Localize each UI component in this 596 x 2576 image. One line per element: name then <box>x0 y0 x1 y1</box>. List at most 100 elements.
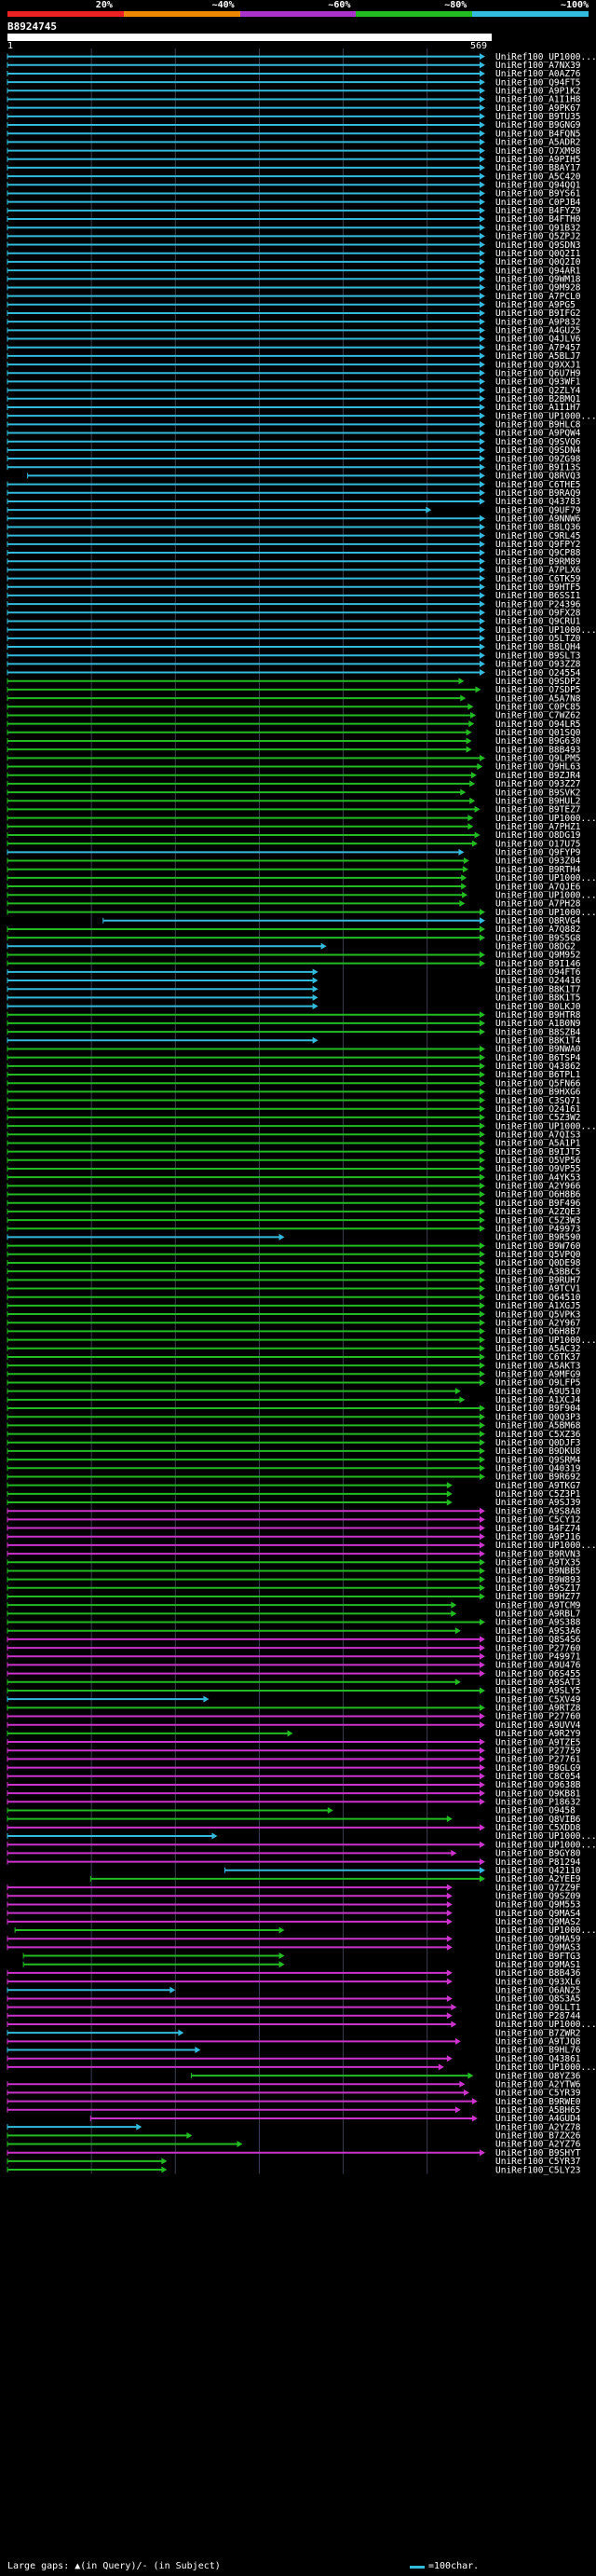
hit-label[interactable]: UniRef100_UP1000... <box>495 1831 596 1842</box>
hit-label[interactable]: UniRef100_Q9MAS4 <box>495 1909 581 1919</box>
hit-label[interactable]: UniRef100_Q43861 <box>495 2054 581 2064</box>
hit-label[interactable]: UniRef100_C5Z3W3 <box>495 1215 581 1226</box>
hit-label[interactable]: UniRef100_A9P832 <box>495 317 581 327</box>
hit-label[interactable]: UniRef100_Q9SVQ6 <box>495 437 581 447</box>
hit-label[interactable]: UniRef100_A7PLX6 <box>495 566 581 576</box>
hit-label[interactable]: UniRef100_B9SHYT <box>495 2148 581 2158</box>
hit-label[interactable]: UniRef100_Q9HL63 <box>495 762 581 773</box>
hit-label[interactable]: UniRef100_O9LLT1 <box>495 2003 581 2013</box>
hit-label[interactable]: UniRef100_B9IFG2 <box>495 308 581 319</box>
hit-label[interactable]: UniRef100_O9KB81 <box>495 1788 581 1799</box>
hit-label[interactable]: UniRef100_C5Z3W2 <box>495 1113 581 1123</box>
hit-label[interactable]: UniRef100_B4FZ74 <box>495 1524 581 1534</box>
hit-label[interactable]: UniRef100_A1I1H8 <box>495 95 581 105</box>
hit-label[interactable]: UniRef100_Q01SQ0 <box>495 728 581 738</box>
hit-label[interactable]: UniRef100_UP1000... <box>495 908 596 918</box>
hit-label[interactable]: UniRef100_O9638B <box>495 1780 581 1790</box>
hit-label[interactable]: UniRef100_A9PQW4 <box>495 429 581 439</box>
hit-label[interactable]: UniRef100_O6H8B6 <box>495 1190 581 1200</box>
hit-label[interactable]: UniRef100_A2YZ76 <box>495 2140 581 2150</box>
hit-label[interactable]: UniRef100_A9TJQ8 <box>495 2037 581 2048</box>
hit-label[interactable]: UniRef100_A3BBC5 <box>495 1267 581 1277</box>
hit-label[interactable]: UniRef100_B9R590 <box>495 1233 581 1243</box>
hit-label[interactable]: UniRef100_Q9MA59 <box>495 1934 581 1944</box>
hit-label[interactable]: UniRef100_A5A7N8 <box>495 693 581 704</box>
hit-label[interactable]: UniRef100_UP1000... <box>495 411 596 421</box>
hit-label[interactable]: UniRef100_A5BH65 <box>495 2105 581 2116</box>
hit-label[interactable]: UniRef100_A9PK67 <box>495 103 581 114</box>
hit-label[interactable]: UniRef100_P81294 <box>495 1857 581 1868</box>
hit-label[interactable]: UniRef100_B8SZB4 <box>495 1027 581 1037</box>
hit-label[interactable]: UniRef100_A9PG5 <box>495 300 576 310</box>
hit-label[interactable]: UniRef100_A2Y967 <box>495 1318 581 1328</box>
hit-label[interactable]: UniRef100_Q9M928 <box>495 283 581 294</box>
hit-label[interactable]: UniRef100_C6THE5 <box>495 480 581 490</box>
hit-label[interactable]: UniRef100_Q0Q2I1 <box>495 249 581 259</box>
hit-label[interactable]: UniRef100_O9LFP5 <box>495 1378 581 1389</box>
hit-label[interactable]: UniRef100_B8K1T4 <box>495 1035 581 1046</box>
hit-label[interactable]: UniRef100_Q94QQ1 <box>495 180 581 190</box>
hit-label[interactable]: UniRef100_B7ZX26 <box>495 2131 581 2142</box>
hit-label[interactable]: UniRef100_A5AKT3 <box>495 1361 581 1371</box>
hit-label[interactable]: UniRef100_Q40319 <box>495 1463 581 1473</box>
hit-label[interactable]: UniRef100_Q64510 <box>495 1293 581 1303</box>
hit-label[interactable]: UniRef100_Q93WF1 <box>495 377 581 388</box>
hit-label[interactable]: UniRef100_Q0Q3P3 <box>495 1412 581 1422</box>
hit-label[interactable]: UniRef100_C0PC85 <box>495 702 581 712</box>
hit-label[interactable]: UniRef100_O94LR5 <box>495 719 581 730</box>
hit-label[interactable]: UniRef100_B8B436 <box>495 1968 581 1979</box>
hit-label[interactable]: UniRef100_A1XGJ5 <box>495 1301 581 1311</box>
hit-label[interactable]: UniRef100_A2YZ78 <box>495 2122 581 2132</box>
hit-label[interactable]: UniRef100_A9S8A8 <box>495 1506 581 1516</box>
hit-label[interactable]: UniRef100_O24554 <box>495 668 581 678</box>
hit-label[interactable]: UniRef100_A9TZE5 <box>495 1737 581 1747</box>
hit-label[interactable]: UniRef100_B9G630 <box>495 736 581 747</box>
hit-label[interactable]: UniRef100_Q9SDN4 <box>495 445 581 456</box>
hit-label[interactable]: UniRef100_A9R2Y9 <box>495 1729 581 1739</box>
hit-label[interactable]: UniRef100_Q2ZLY4 <box>495 386 581 396</box>
hit-label[interactable]: UniRef100_B4FTH0 <box>495 214 581 225</box>
hit-label[interactable]: UniRef100_Q5VPQ0 <box>495 1250 581 1260</box>
hit-label[interactable]: UniRef100_B9NBB5 <box>495 1567 581 1577</box>
hit-label[interactable]: UniRef100_Q5FN66 <box>495 1078 581 1089</box>
hit-label[interactable]: UniRef100_O7XM98 <box>495 146 581 157</box>
hit-label[interactable]: UniRef100_Q5ZPJ2 <box>495 232 581 242</box>
hit-label[interactable]: UniRef100_A4YK53 <box>495 1172 581 1183</box>
hit-label[interactable]: UniRef100_P49971 <box>495 1651 581 1662</box>
hit-label[interactable]: UniRef100_B9HZ77 <box>495 1592 581 1602</box>
hit-label[interactable]: UniRef100_UP1000... <box>495 2062 596 2073</box>
hit-label[interactable]: UniRef100_A9MFG9 <box>495 1370 581 1380</box>
hit-label[interactable]: UniRef100_Q94AR1 <box>495 266 581 276</box>
hit-label[interactable]: UniRef100_O7SDP5 <box>495 685 581 695</box>
hit-label[interactable]: UniRef100_UP1000... <box>495 890 596 900</box>
hit-label[interactable]: UniRef100_Q9FYP9 <box>495 848 581 858</box>
hit-label[interactable]: UniRef100_B0LKJ0 <box>495 1002 581 1012</box>
hit-label[interactable]: UniRef100_Q0DJF3 <box>495 1438 581 1448</box>
hit-label[interactable]: UniRef100_Q9SDN3 <box>495 240 581 251</box>
hit-label[interactable]: UniRef100_O24161 <box>495 1104 581 1115</box>
hit-label[interactable]: UniRef100_Q9MAS2 <box>495 1917 581 1927</box>
hit-label[interactable]: UniRef100_UP1000... <box>495 873 596 884</box>
hit-label[interactable]: UniRef100_P24396 <box>495 599 581 610</box>
hit-label[interactable]: UniRef100_B4FYZ9 <box>495 206 581 216</box>
hit-label[interactable]: UniRef100_UP1000... <box>495 814 596 824</box>
hit-label[interactable]: UniRef100_Q9M553 <box>495 1900 581 1911</box>
hit-label[interactable]: UniRef100_A2Y966 <box>495 1182 581 1192</box>
hit-label[interactable]: UniRef100_A9U510 <box>495 1387 581 1397</box>
hit-label[interactable]: UniRef100_B9HXG6 <box>495 1088 581 1098</box>
hit-label[interactable]: UniRef100_A4GUD4 <box>495 2114 581 2124</box>
hit-label[interactable]: UniRef100_C5Z3P1 <box>495 1489 581 1500</box>
hit-label[interactable]: UniRef100_A1I1H7 <box>495 403 581 413</box>
hit-label[interactable]: UniRef100_UP1000... <box>495 1925 596 1936</box>
hit-label[interactable]: UniRef100_UP1000... <box>495 1840 596 1850</box>
hit-label[interactable]: UniRef100_O9VP55 <box>495 1164 581 1174</box>
hit-label[interactable]: UniRef100_A9TCM9 <box>495 1600 581 1610</box>
hit-label[interactable]: UniRef100_B9SLT3 <box>495 651 581 661</box>
hit-label[interactable]: UniRef100_O93ZZ8 <box>495 660 581 670</box>
hit-label[interactable]: UniRef100_O9458 <box>495 1806 576 1816</box>
hit-label[interactable]: UniRef100_Q9SZ09 <box>495 1891 581 1901</box>
hit-label[interactable]: UniRef100_A9TKG7 <box>495 1481 581 1491</box>
hit-label[interactable]: UniRef100_Q0DE98 <box>495 1258 581 1268</box>
hit-label[interactable]: UniRef100_O5LTZ0 <box>495 634 581 644</box>
hit-label[interactable]: UniRef100_A7QIS3 <box>495 1130 581 1140</box>
